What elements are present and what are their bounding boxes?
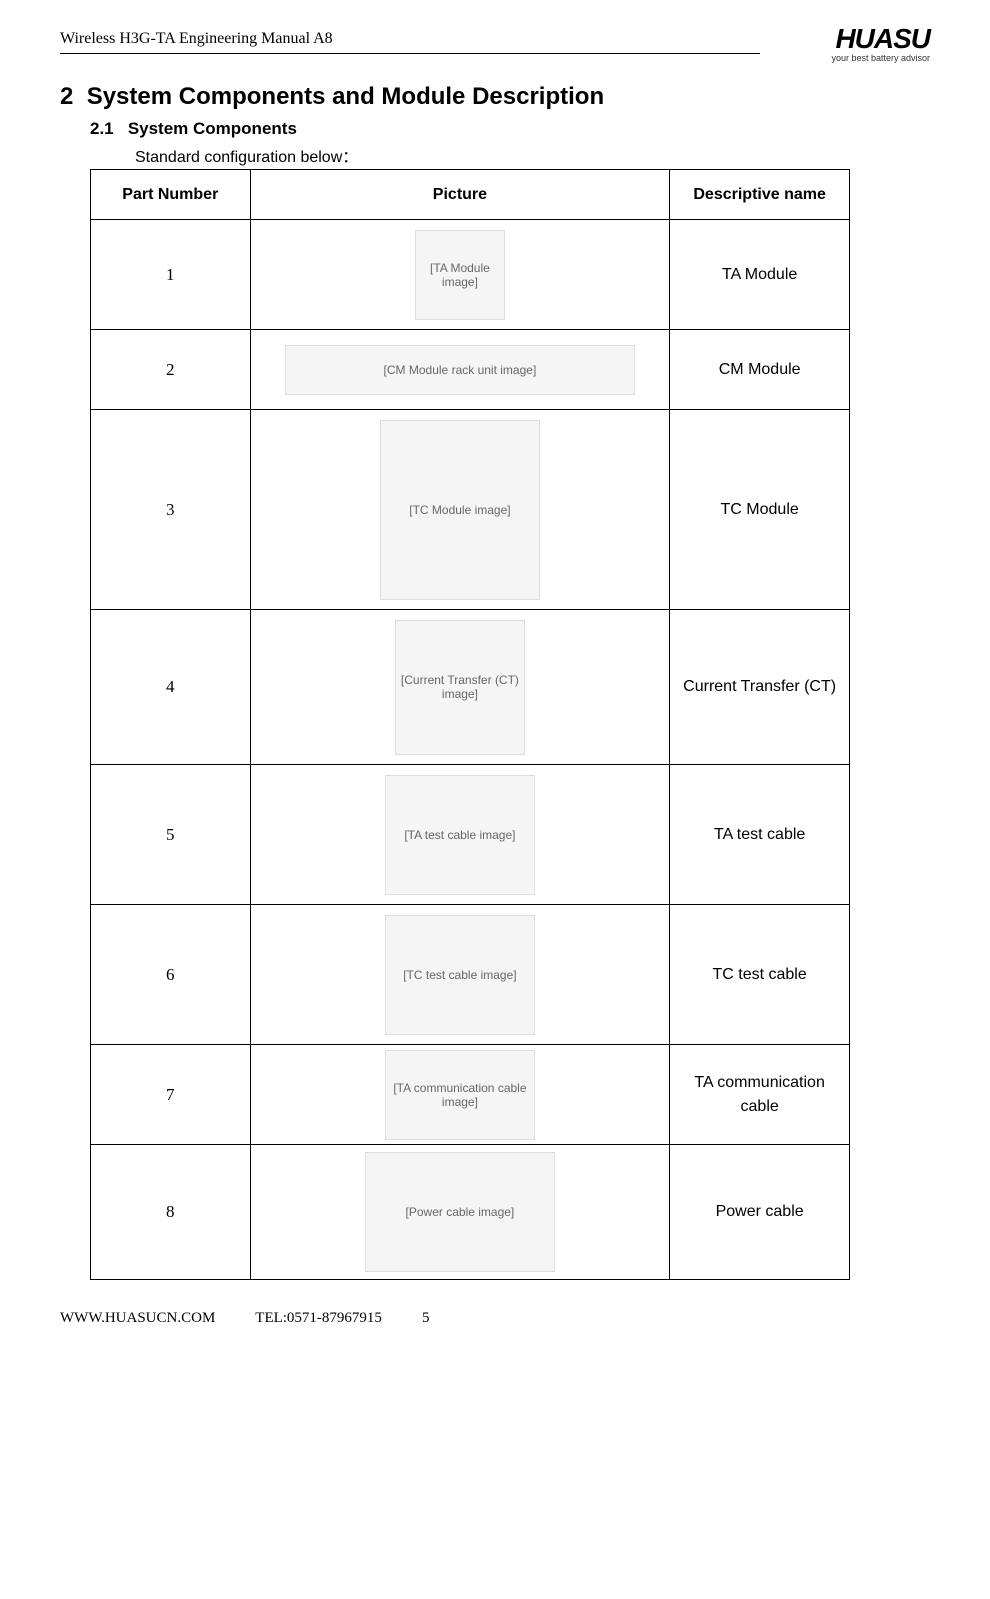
- table-row: 5 [TA test cable image] TA test cable: [91, 765, 850, 905]
- header-picture: Picture: [250, 170, 670, 220]
- cell-descriptive-name: TC Module: [670, 410, 850, 610]
- logo-subtext: your best battery advisor: [831, 53, 930, 63]
- intro-text: Standard configuration below：: [135, 143, 930, 167]
- cell-part-number: 2: [91, 330, 251, 410]
- components-table: Part Number Picture Descriptive name 1 [T…: [90, 169, 850, 1280]
- cell-descriptive-name: TC test cable: [670, 905, 850, 1045]
- table-row: 7 [TA communication cable image] TA commun…: [91, 1045, 850, 1145]
- subsection-heading: 2.1 System Components: [90, 119, 930, 139]
- cell-picture: [CM Module rack unit image]: [250, 330, 670, 410]
- section-title: System Components and Module Description: [87, 83, 604, 110]
- cell-picture: [TA communication cable image]: [250, 1045, 670, 1145]
- cell-picture: [Current Transfer (CT) image]: [250, 610, 670, 765]
- subsection-number: 2.1: [90, 119, 114, 138]
- product-image-placeholder: [TA Module image]: [415, 230, 505, 320]
- footer-page-number: 5: [422, 1310, 430, 1327]
- cell-picture: [Power cable image]: [250, 1145, 670, 1280]
- product-image-placeholder: [TA test cable image]: [385, 775, 535, 895]
- section-heading: 2 System Components and Module Descripti…: [60, 83, 930, 111]
- product-image-placeholder: [CM Module rack unit image]: [285, 345, 635, 395]
- cell-picture: [TC Module image]: [250, 410, 670, 610]
- cell-picture: [TC test cable image]: [250, 905, 670, 1045]
- table-row: 6 [TC test cable image] TC test cable: [91, 905, 850, 1045]
- cell-descriptive-name: Power cable: [670, 1145, 850, 1280]
- cell-picture: [TA Module image]: [250, 220, 670, 330]
- cell-descriptive-name: CM Module: [670, 330, 850, 410]
- logo: HUASU your best battery advisor: [831, 25, 930, 63]
- cell-part-number: 7: [91, 1045, 251, 1145]
- cell-part-number: 6: [91, 905, 251, 1045]
- page-footer: WWW.HUASUCN.COM TEL:0571-87967915 5: [60, 1310, 930, 1327]
- cell-part-number: 8: [91, 1145, 251, 1280]
- table-header-row: Part Number Picture Descriptive name: [91, 170, 850, 220]
- cell-part-number: 3: [91, 410, 251, 610]
- cell-part-number: 4: [91, 610, 251, 765]
- table-row: 1 [TA Module image] TA Module: [91, 220, 850, 330]
- cell-descriptive-name: TA communication cable: [670, 1045, 850, 1145]
- footer-website: WWW.HUASUCN.COM: [60, 1310, 215, 1327]
- cell-part-number: 5: [91, 765, 251, 905]
- table-row: 8 [Power cable image] Power cable: [91, 1145, 850, 1280]
- header-part-number: Part Number: [91, 170, 251, 220]
- cell-descriptive-name: TA Module: [670, 220, 850, 330]
- product-image-placeholder: [TA communication cable image]: [385, 1050, 535, 1140]
- doc-title-wrap: Wireless H3G-TA Engineering Manual A8: [60, 30, 831, 54]
- product-image-placeholder: [TC test cable image]: [385, 915, 535, 1035]
- footer-tel: TEL:0571-87967915: [255, 1310, 382, 1327]
- cell-part-number: 1: [91, 220, 251, 330]
- table-row: 4 [Current Transfer (CT) image] Current Tr…: [91, 610, 850, 765]
- product-image-placeholder: [Power cable image]: [365, 1152, 555, 1272]
- cell-descriptive-name: Current Transfer (CT): [670, 610, 850, 765]
- subsection-title: System Components: [128, 119, 297, 138]
- table-row: 2 [CM Module rack unit image] CM Module: [91, 330, 850, 410]
- page-header: Wireless H3G-TA Engineering Manual A8 HU…: [60, 30, 930, 63]
- logo-main-text: HUASU: [835, 25, 930, 53]
- product-image-placeholder: [Current Transfer (CT) image]: [395, 620, 525, 755]
- document-title: Wireless H3G-TA Engineering Manual A8: [60, 30, 760, 54]
- product-image-placeholder: [TC Module image]: [380, 420, 540, 600]
- section-number: 2: [60, 83, 73, 110]
- table-row: 3 [TC Module image] TC Module: [91, 410, 850, 610]
- cell-descriptive-name: TA test cable: [670, 765, 850, 905]
- cell-picture: [TA test cable image]: [250, 765, 670, 905]
- header-descriptive-name: Descriptive name: [670, 170, 850, 220]
